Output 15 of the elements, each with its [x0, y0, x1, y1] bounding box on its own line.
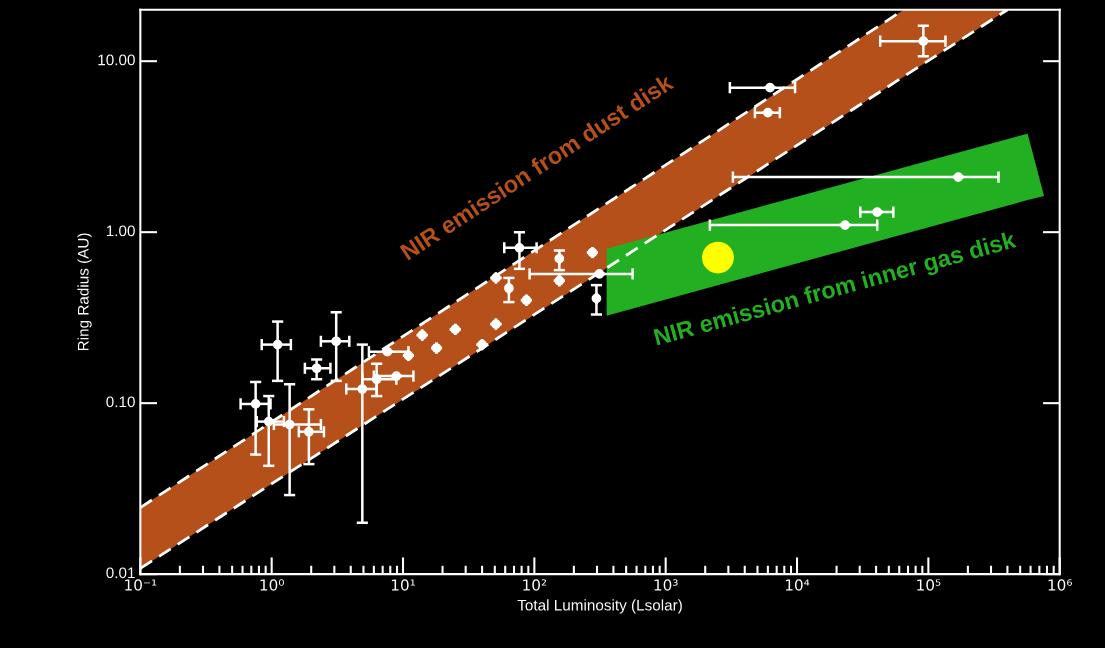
x-tick-label: 10³ — [654, 579, 678, 591]
y-axis-title: Ring Radius (AU) — [77, 233, 92, 351]
x-axis-title: Total Luminosity (Lsolar) — [517, 599, 682, 614]
x-tick-label: 10⁰ — [260, 579, 284, 591]
x-tick-label: 10⁴ — [785, 579, 810, 591]
x-tick-label: 10¹ — [391, 579, 415, 591]
x-tick-label: 10⁵ — [917, 579, 941, 591]
x-tick-label: 10² — [523, 579, 547, 591]
y-tick-label: 10.00 — [98, 54, 135, 66]
x-tick-label: 10⁻¹ — [125, 579, 157, 591]
y-tick-label: 0.01 — [106, 567, 135, 579]
legend-label: NIR emission from inner gas disk — [653, 230, 1019, 351]
x-tick-label: 10⁶ — [1048, 579, 1072, 591]
y-tick-label: 1.00 — [106, 225, 135, 237]
y-tick-label: 0.10 — [106, 396, 135, 408]
